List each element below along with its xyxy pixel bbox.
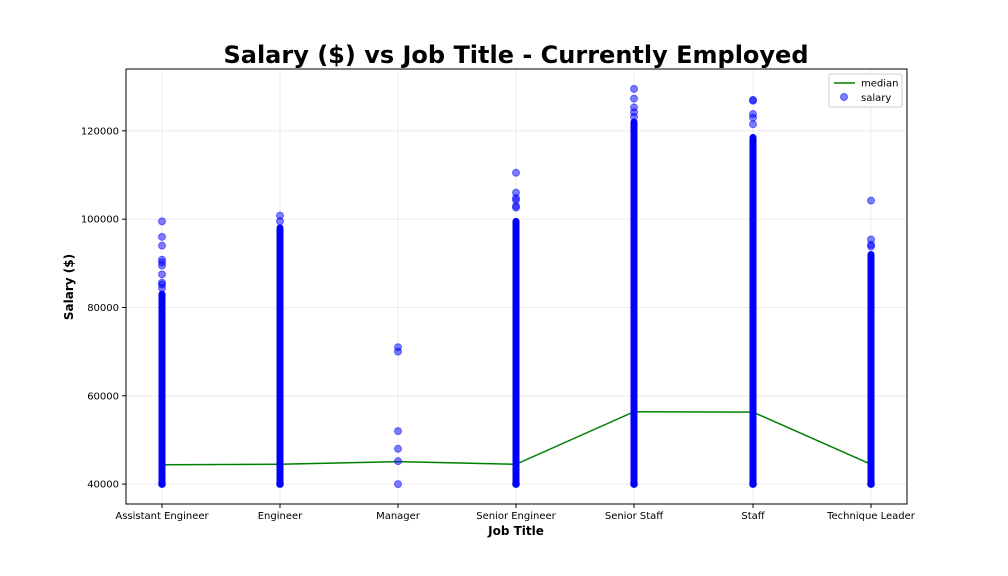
salary-point [749,480,757,489]
salary-point [630,480,638,489]
y-tick-label: 60000 [87,391,119,402]
y-tick-label: 100000 [81,215,119,226]
salary-point [158,284,166,293]
salary-point [394,347,402,356]
legend-salary-swatch [840,93,848,101]
salary-point [276,480,284,489]
y-tick-label: 120000 [81,126,119,137]
salary-point [512,203,520,212]
y-tick-label: 80000 [87,303,119,314]
legend-median-label: median [861,79,899,90]
x-axis-label: Job Title [487,524,544,538]
salary-point [749,96,757,105]
y-axis: 40000 60000 80000 100000 120000 [81,126,126,491]
salary-point [158,270,166,279]
salary-point [394,427,402,436]
x-tick-label: Technique Leader [826,511,916,522]
salary-point [158,261,166,270]
salary-point [630,84,638,93]
salary-point [867,242,875,251]
x-tick-label: Senior Engineer [476,511,556,522]
y-tick-label: 40000 [87,480,119,491]
salary-point [394,444,402,453]
salary-point [749,120,757,129]
salary-point [394,457,402,466]
salary-point [158,480,166,489]
salary-point [394,480,402,489]
salary-point [276,217,284,226]
legend-salary-label: salary [861,93,891,104]
legend: median salary [828,73,903,108]
salary-point [630,94,638,103]
x-tick-label: Manager [376,511,421,522]
salary-point [158,232,166,241]
x-tick-label: Senior Staff [605,511,664,522]
salary-point [512,480,520,489]
salary-point [512,168,520,177]
x-tick-label: Staff [741,511,765,522]
salary-point [630,112,638,121]
x-tick-label: Engineer [258,511,303,522]
x-axis: Assistant Engineer Engineer Manager Senior … [115,504,916,522]
salary-point [749,113,757,122]
salary-point [158,217,166,226]
x-tick-label: Assistant Engineer [115,511,209,522]
chart-title: Salary ($) vs Job Title - Currently Empl… [223,41,808,69]
y-axis-label: Salary ($) [62,254,76,320]
salary-point [158,241,166,250]
scatter-layer [158,84,875,489]
salary-point [867,196,875,205]
salary-point [867,480,875,489]
